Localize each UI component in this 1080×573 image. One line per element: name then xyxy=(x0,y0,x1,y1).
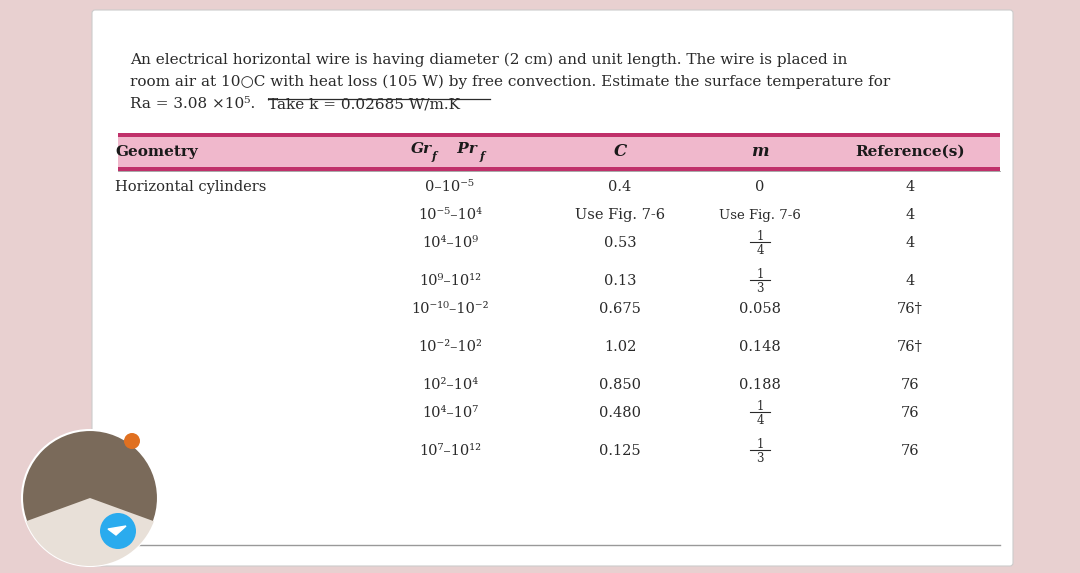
Text: m: m xyxy=(752,143,769,160)
Text: 0.188: 0.188 xyxy=(739,378,781,392)
Text: 10⁻⁵–10⁴: 10⁻⁵–10⁴ xyxy=(418,208,482,222)
Text: 76: 76 xyxy=(901,406,919,420)
Circle shape xyxy=(124,433,140,449)
Text: 76: 76 xyxy=(901,378,919,392)
Text: 0.675: 0.675 xyxy=(599,302,640,316)
Text: 4: 4 xyxy=(905,208,915,222)
Text: C: C xyxy=(613,143,626,160)
Text: 0–10⁻⁵: 0–10⁻⁵ xyxy=(426,180,474,194)
Text: 0.058: 0.058 xyxy=(739,302,781,316)
Text: Geometry: Geometry xyxy=(114,145,198,159)
Bar xyxy=(118,133,1000,171)
Text: Ra = 3.08 ×10⁵.: Ra = 3.08 ×10⁵. xyxy=(130,97,274,111)
Text: 10⁴–10⁷: 10⁴–10⁷ xyxy=(422,406,478,420)
Text: 0.4: 0.4 xyxy=(608,180,632,194)
Text: 10⁷–10¹²: 10⁷–10¹² xyxy=(419,444,481,458)
Polygon shape xyxy=(108,526,126,535)
Text: Use Fig. 7-6: Use Fig. 7-6 xyxy=(719,209,801,222)
Text: 1: 1 xyxy=(756,230,764,242)
Wedge shape xyxy=(26,498,153,566)
Bar xyxy=(118,133,1000,137)
Text: 3: 3 xyxy=(756,452,764,465)
Text: 10⁻¹⁰–10⁻²: 10⁻¹⁰–10⁻² xyxy=(411,302,489,316)
Text: Gr: Gr xyxy=(411,142,432,156)
Text: 10⁻²–10²: 10⁻²–10² xyxy=(418,340,482,354)
Text: 4: 4 xyxy=(905,274,915,288)
Text: Take k = 0.02685 W/m.K: Take k = 0.02685 W/m.K xyxy=(268,97,460,111)
Circle shape xyxy=(22,430,158,566)
Text: 1: 1 xyxy=(756,399,764,413)
Text: 1.02: 1.02 xyxy=(604,340,636,354)
Text: 1: 1 xyxy=(756,438,764,450)
Text: f: f xyxy=(480,151,485,163)
Text: 0: 0 xyxy=(755,180,765,194)
Text: 10⁴–10⁹: 10⁴–10⁹ xyxy=(422,236,478,250)
Text: 10²–10⁴: 10²–10⁴ xyxy=(422,378,478,392)
Bar xyxy=(118,167,1000,171)
Text: 10⁹–10¹²: 10⁹–10¹² xyxy=(419,274,481,288)
Text: Reference(s): Reference(s) xyxy=(855,145,964,159)
Text: 76†: 76† xyxy=(897,340,923,354)
Text: 0.850: 0.850 xyxy=(599,378,642,392)
Text: 4: 4 xyxy=(905,180,915,194)
Text: 4: 4 xyxy=(756,414,764,426)
Text: 0.13: 0.13 xyxy=(604,274,636,288)
Text: room air at 10○C with heat loss (105 W) by free convection. Estimate the surface: room air at 10○C with heat loss (105 W) … xyxy=(130,75,890,89)
Text: Horizontal cylinders: Horizontal cylinders xyxy=(114,180,267,194)
Text: 4: 4 xyxy=(905,236,915,250)
Text: 76†: 76† xyxy=(897,302,923,316)
Text: 0.480: 0.480 xyxy=(599,406,642,420)
FancyBboxPatch shape xyxy=(92,10,1013,566)
Circle shape xyxy=(100,513,136,549)
Text: Pr: Pr xyxy=(453,142,476,156)
Text: 4: 4 xyxy=(756,244,764,257)
Text: An electrical horizontal wire is having diameter (2 cm) and unit length. The wir: An electrical horizontal wire is having … xyxy=(130,53,848,68)
Text: 3: 3 xyxy=(756,281,764,295)
Text: f: f xyxy=(432,151,436,163)
Text: 0.125: 0.125 xyxy=(599,444,640,458)
Text: 1: 1 xyxy=(756,268,764,281)
Text: Use Fig. 7-6: Use Fig. 7-6 xyxy=(575,208,665,222)
Text: 0.53: 0.53 xyxy=(604,236,636,250)
Text: 76: 76 xyxy=(901,444,919,458)
Text: 0.148: 0.148 xyxy=(739,340,781,354)
